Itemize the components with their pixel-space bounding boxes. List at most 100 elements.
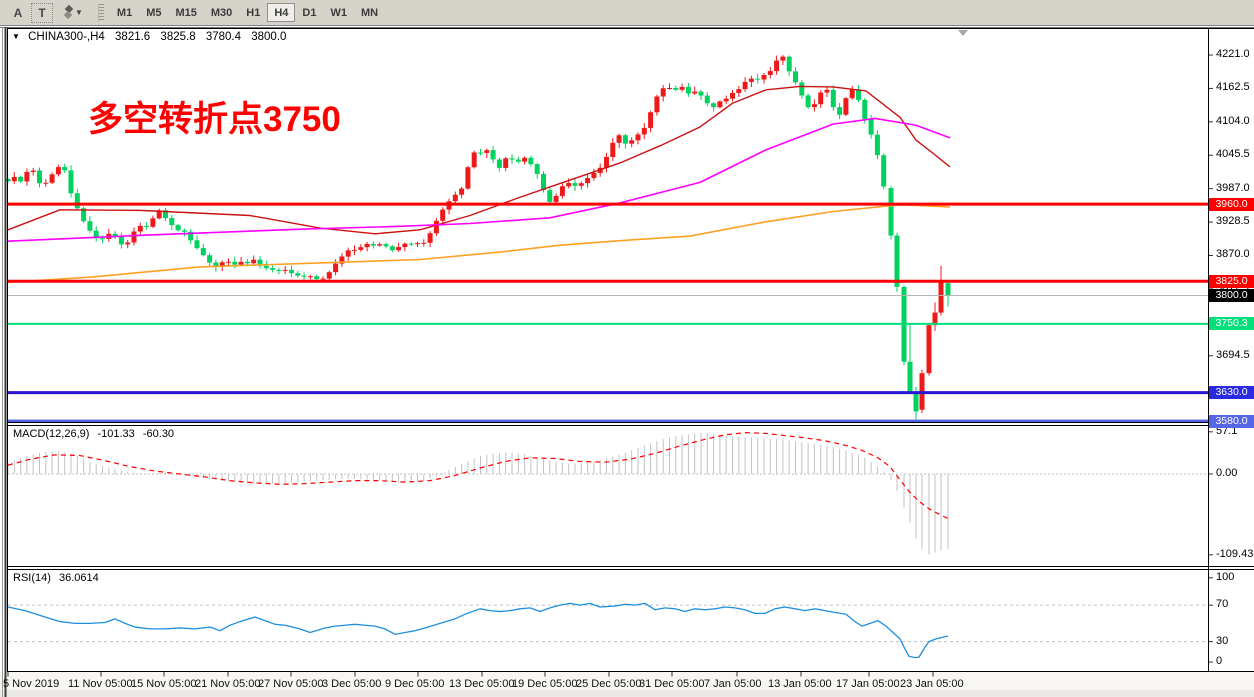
candle-body: [232, 261, 238, 265]
candle-body: [938, 280, 944, 313]
timeframe-m1-button[interactable]: M1: [110, 3, 139, 22]
arrows-tool-button[interactable]: ▼: [55, 3, 87, 23]
candle-body: [295, 273, 301, 276]
candle-body: [774, 60, 780, 72]
candle-body: [55, 167, 61, 175]
rsi-axis-label: 30: [1216, 634, 1229, 647]
timeframe-h1-button[interactable]: H1: [239, 3, 267, 22]
candle-body: [622, 135, 628, 144]
rsi-name: RSI(14): [13, 572, 51, 584]
candle-body: [93, 230, 99, 239]
candle-body: [679, 86, 685, 90]
chart-annotation-text[interactable]: 多空转折点3750: [88, 100, 341, 139]
candle-body: [200, 248, 206, 256]
candle-body: [868, 119, 874, 135]
rsi-line: [7, 602, 949, 659]
candle-body: [932, 312, 938, 326]
timeframe-d1-button[interactable]: D1: [295, 3, 323, 22]
candle-body: [263, 265, 269, 269]
text-annotation-label: A: [13, 5, 23, 20]
candle-body: [830, 89, 836, 108]
candle-body: [100, 238, 105, 240]
candle-body: [490, 150, 496, 160]
timeframe-m15-button[interactable]: M15: [168, 3, 203, 22]
candle-body: [648, 112, 654, 128]
candle-body: [874, 134, 880, 156]
toolbar: A T ▼ M1 M5 M15 M30 H1 H4 D1 W1 MN: [0, 0, 1254, 26]
candle-body: [849, 89, 855, 99]
candle-body: [345, 250, 351, 257]
candle-body: [926, 325, 932, 374]
rsi-axis-label: 100: [1216, 571, 1235, 583]
candle-body: [377, 244, 383, 246]
candle-body: [219, 262, 225, 267]
candle-body: [818, 92, 824, 105]
candle-body: [711, 103, 717, 108]
time-axis-label: 7 Jan 05:00: [704, 678, 762, 690]
time-axis-label: 31 Dec 05:00: [639, 678, 705, 690]
chart-shift-marker-icon[interactable]: [958, 30, 968, 36]
candle-body: [591, 172, 597, 179]
time-axis-label: 11 Nov 05:00: [68, 678, 133, 690]
candle-body: [112, 233, 118, 237]
candle-body: [660, 88, 666, 97]
candle-body: [226, 261, 231, 263]
candle-body: [534, 164, 540, 174]
macd-name: MACD(12,26,9): [13, 428, 90, 440]
time-axis-label: 13 Jan 05:00: [768, 678, 832, 690]
candle-body: [767, 71, 773, 75]
candle-body: [471, 152, 477, 168]
candle-body: [415, 243, 420, 245]
candle-body: [43, 182, 49, 184]
candle-body: [541, 173, 546, 191]
candle-body: [629, 140, 635, 144]
text-label-tool-button[interactable]: T: [31, 2, 53, 23]
candle-body: [459, 188, 465, 195]
candle-body: [270, 268, 276, 270]
candle-body: [188, 231, 194, 241]
time-axis-label: 19 Dec 05:00: [512, 678, 578, 690]
timeframe-w1-button[interactable]: W1: [323, 3, 354, 22]
rsi-value: 36.0614: [58, 572, 99, 584]
candle-body: [913, 391, 919, 412]
price-tag: 3580.0: [1209, 414, 1254, 428]
macd-axis-label: -109.43: [1216, 547, 1254, 560]
triangle-down-icon: ▼: [12, 32, 20, 41]
candle-body: [352, 249, 357, 251]
timeframe-m5-button[interactable]: M5: [139, 3, 168, 22]
timeframe-mn-button[interactable]: MN: [354, 3, 385, 22]
candle-body: [62, 167, 68, 171]
candle-body: [616, 135, 622, 143]
candle-body: [358, 247, 364, 250]
price-tick-label: 4162.5: [1216, 81, 1250, 94]
candle-body: [81, 208, 87, 222]
toolbar-grip[interactable]: [97, 3, 104, 22]
macd-axis-label: 57.1: [1216, 424, 1238, 437]
chevron-down-icon: ▼: [75, 8, 83, 17]
candle-body: [383, 244, 389, 247]
time-axis-label: 23 Jan 05:00: [900, 678, 964, 690]
candle-body: [522, 157, 528, 162]
candle-body: [194, 240, 200, 249]
candle-body: [641, 127, 647, 135]
candle-body: [566, 183, 572, 187]
timeframe-m30-button[interactable]: M30: [204, 3, 239, 22]
text-annotation-button[interactable]: A: [7, 3, 29, 23]
candle-body: [748, 78, 754, 82]
candle-body: [780, 56, 786, 61]
time-axis-label: 27 Nov 05:00: [258, 678, 324, 690]
time-axis-label: 9 Dec 05:00: [385, 678, 445, 690]
candle-body: [578, 183, 584, 186]
window-bottom-edge: [0, 690, 1254, 697]
candle-body: [755, 78, 761, 80]
candle-body: [289, 269, 294, 274]
candle-body: [370, 243, 376, 246]
candle-body: [276, 269, 282, 271]
candle-body: [503, 158, 509, 168]
candle-body: [742, 81, 748, 90]
timeframe-h4-button[interactable]: H4: [267, 3, 296, 22]
candle-body: [307, 276, 313, 278]
candle-body: [314, 276, 320, 280]
